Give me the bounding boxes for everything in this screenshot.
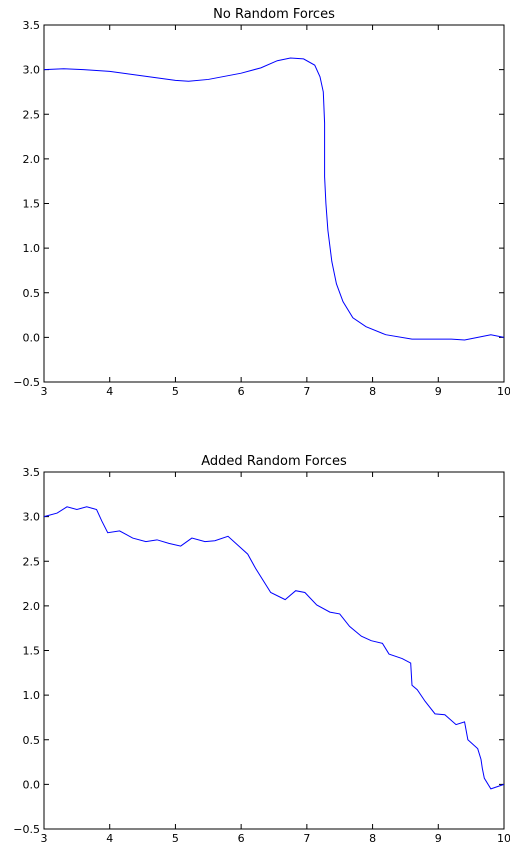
x-tick-label: 10 xyxy=(497,385,510,398)
x-tick-label: 7 xyxy=(303,832,310,843)
x-tick-label: 3 xyxy=(41,832,48,843)
y-tick-label: 1.5 xyxy=(23,645,41,658)
y-tick-label: 0.5 xyxy=(23,287,41,300)
tick-group: 3 4 5 6 7 8 9 10 −0.5 0.0 0.5 1.0 1.5 2.0 2.5 3.0 3.5 xyxy=(13,19,510,398)
x-tick-label: 5 xyxy=(172,385,179,398)
y-tick-label: 1.0 xyxy=(23,689,41,702)
y-tick-label: 2.0 xyxy=(23,600,41,613)
x-tick-label: 10 xyxy=(497,832,510,843)
x-tick-label: 8 xyxy=(369,832,376,843)
chart-no-random-forces: No Random Forces 3 4 5 6 7 8 9 10 −0.5 0.0 0.5 1.0 1… xyxy=(13,7,510,398)
y-tick-label: 3.0 xyxy=(23,511,41,524)
chart-title: Added Random Forces xyxy=(201,454,347,469)
x-tick-label: 4 xyxy=(106,385,113,398)
y-tick-label: 3.0 xyxy=(23,64,41,77)
x-tick-label: 6 xyxy=(238,385,245,398)
series-line xyxy=(43,506,505,790)
y-tick-label: 0.5 xyxy=(23,734,41,747)
y-tick-label: 3.5 xyxy=(23,19,41,32)
y-tick-label: 1.5 xyxy=(23,198,41,211)
x-tick-label: 6 xyxy=(238,832,245,843)
chart-added-random-forces: Added Random Forces 3 4 5 6 7 8 9 10 −0.5 0.0 0.5 1… xyxy=(13,454,510,843)
x-tick-label: 9 xyxy=(435,385,442,398)
y-tick-label: 2.5 xyxy=(23,108,41,121)
y-tick-label: 3.5 xyxy=(23,466,41,479)
y-tick-label: 0.0 xyxy=(23,778,41,791)
y-tick-label: 0.0 xyxy=(23,331,41,344)
chart-title: No Random Forces xyxy=(213,7,335,22)
series-line xyxy=(43,57,505,341)
x-tick-label: 8 xyxy=(369,385,376,398)
tick-group: 3 4 5 6 7 8 9 10 −0.5 0.0 0.5 1.0 1.5 2.0 2.5 3.0 3.5 xyxy=(13,466,510,843)
x-tick-label: 4 xyxy=(106,832,113,843)
y-tick-label: −0.5 xyxy=(13,376,40,389)
x-tick-label: 9 xyxy=(435,832,442,843)
x-tick-label: 3 xyxy=(41,385,48,398)
y-tick-label: 2.5 xyxy=(23,555,41,568)
y-tick-label: −0.5 xyxy=(13,823,40,836)
y-tick-label: 1.0 xyxy=(23,242,41,255)
y-tick-label: 2.0 xyxy=(23,153,41,166)
x-tick-label: 7 xyxy=(303,385,310,398)
x-tick-label: 5 xyxy=(172,832,179,843)
